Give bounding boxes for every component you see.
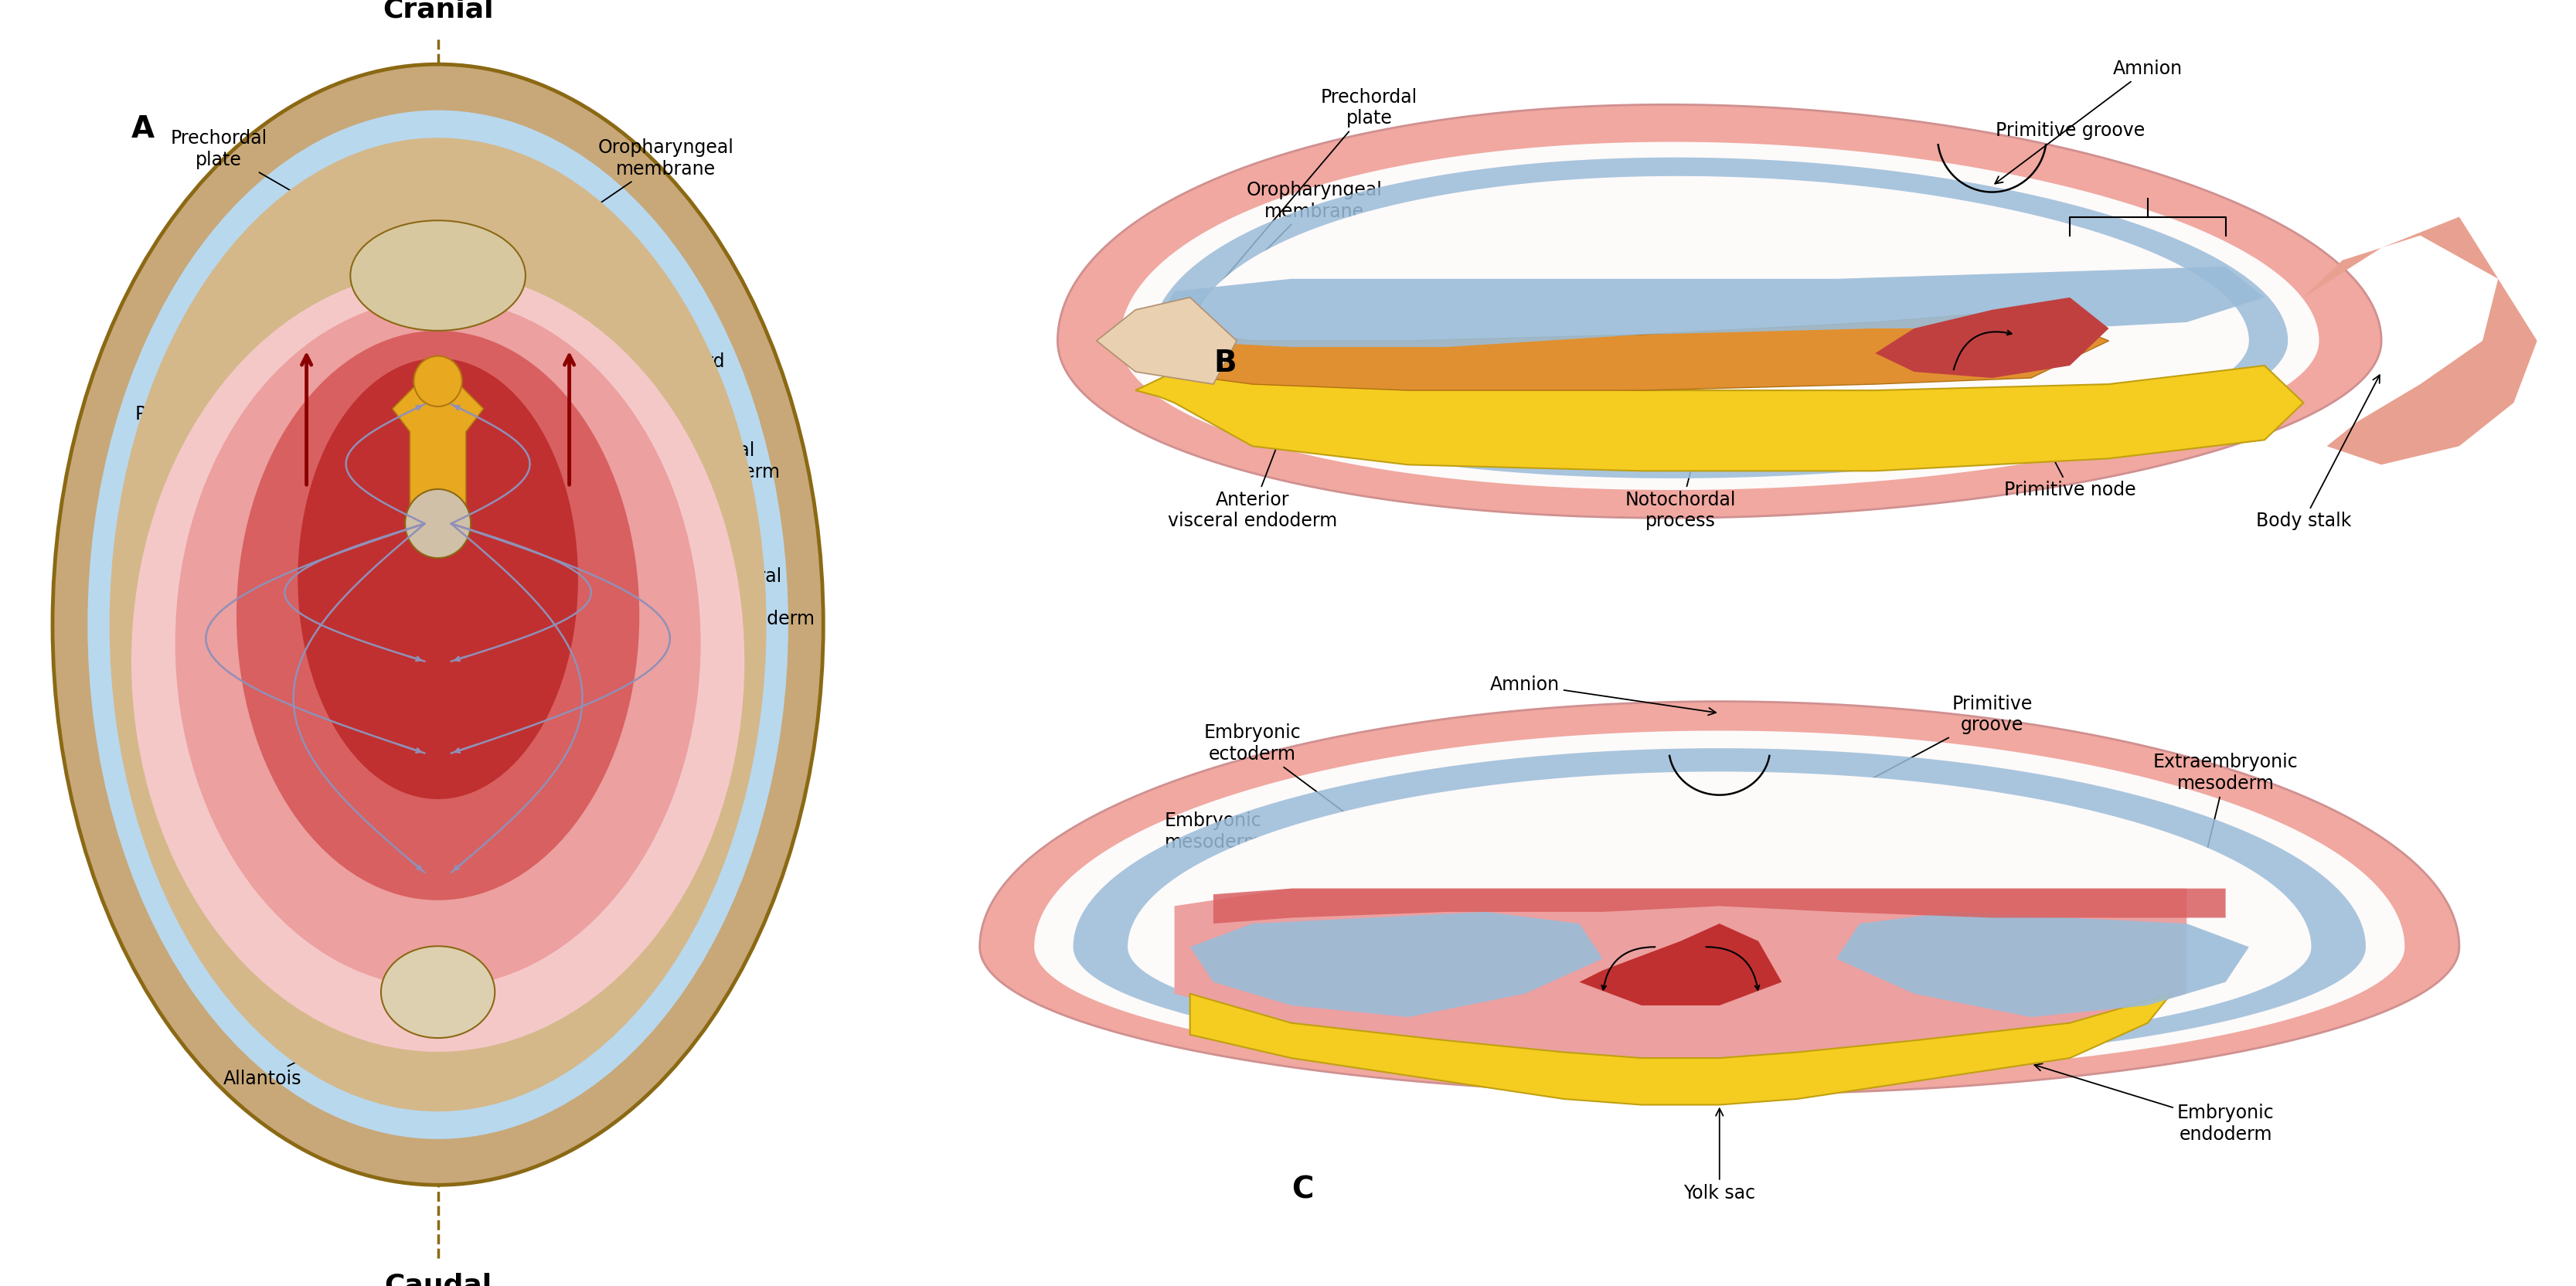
Text: Caudal: Caudal: [384, 1272, 492, 1286]
Text: Oropharyngeal
membrane: Oropharyngeal membrane: [1162, 181, 1383, 356]
Text: Allantois: Allantois: [224, 994, 435, 1088]
Text: Lateral
plate
mesoderm: Lateral plate mesoderm: [616, 567, 817, 629]
Polygon shape: [1128, 772, 2311, 1052]
Text: Anterior
visceral endoderm: Anterior visceral endoderm: [1167, 413, 1337, 531]
Ellipse shape: [415, 356, 461, 406]
Polygon shape: [1175, 889, 2187, 1058]
Polygon shape: [392, 363, 484, 523]
Text: A: A: [131, 114, 155, 144]
Text: Notochord: Notochord: [471, 352, 726, 423]
Polygon shape: [1190, 994, 2172, 1105]
Text: Amnion: Amnion: [1489, 675, 1716, 715]
Text: Extraembryonic
mesoderm: Extraembryonic mesoderm: [585, 757, 729, 849]
Polygon shape: [1151, 157, 2287, 478]
Text: Prechordal
plate: Prechordal plate: [170, 129, 435, 274]
Polygon shape: [1074, 748, 2365, 1066]
Text: Body stalk: Body stalk: [2257, 376, 2380, 531]
Polygon shape: [1059, 104, 2380, 518]
Text: Embryonic
endoderm: Embryonic endoderm: [2035, 1064, 2275, 1143]
Polygon shape: [1097, 297, 1236, 385]
Polygon shape: [1136, 365, 2303, 471]
Text: Embryonic
ectoderm: Embryonic ectoderm: [1203, 724, 1445, 886]
Text: Primitive groove: Primitive groove: [1996, 122, 2146, 140]
Ellipse shape: [111, 138, 768, 1111]
Polygon shape: [1136, 310, 2110, 391]
Text: Primitive node: Primitive node: [1994, 345, 2136, 499]
Polygon shape: [2303, 217, 2537, 464]
Polygon shape: [1579, 923, 1783, 1006]
Polygon shape: [1837, 912, 2249, 1017]
Text: Oropharyngeal
membrane: Oropharyngeal membrane: [538, 139, 734, 246]
Ellipse shape: [131, 271, 744, 1052]
Ellipse shape: [52, 64, 824, 1184]
Text: Extraembryonic
mesoderm: Extraembryonic mesoderm: [2154, 754, 2298, 931]
Polygon shape: [1036, 730, 2406, 1076]
Ellipse shape: [350, 220, 526, 331]
Text: B: B: [1213, 349, 1236, 378]
Text: C: C: [1291, 1175, 1314, 1205]
Ellipse shape: [237, 331, 639, 900]
Polygon shape: [1875, 297, 2110, 378]
Ellipse shape: [381, 946, 495, 1038]
Polygon shape: [1190, 176, 2249, 464]
Text: Yolk sac: Yolk sac: [1685, 1109, 1754, 1202]
Text: Notochordal
process: Notochordal process: [1625, 363, 1736, 531]
Text: Primitive
node: Primitive node: [134, 405, 435, 523]
Polygon shape: [1159, 266, 2264, 347]
Polygon shape: [1213, 889, 2226, 923]
Text: Primitive
groove: Primitive groove: [118, 714, 435, 766]
Text: Amnion: Amnion: [1994, 59, 2182, 184]
Polygon shape: [1121, 141, 2318, 490]
Polygon shape: [979, 701, 2460, 1094]
Text: Prechordal
plate: Prechordal plate: [1200, 87, 1417, 307]
Polygon shape: [1190, 912, 1602, 1017]
Ellipse shape: [299, 359, 577, 799]
Ellipse shape: [175, 298, 701, 988]
Text: Cranial: Cranial: [381, 0, 495, 23]
Ellipse shape: [404, 489, 471, 558]
Text: Embryonic
mesoderm: Embryonic mesoderm: [1164, 811, 1404, 945]
Text: Primitive
groove: Primitive groove: [1747, 694, 2032, 846]
Ellipse shape: [88, 111, 788, 1139]
Text: Paraxial
mesoderm: Paraxial mesoderm: [564, 413, 781, 481]
